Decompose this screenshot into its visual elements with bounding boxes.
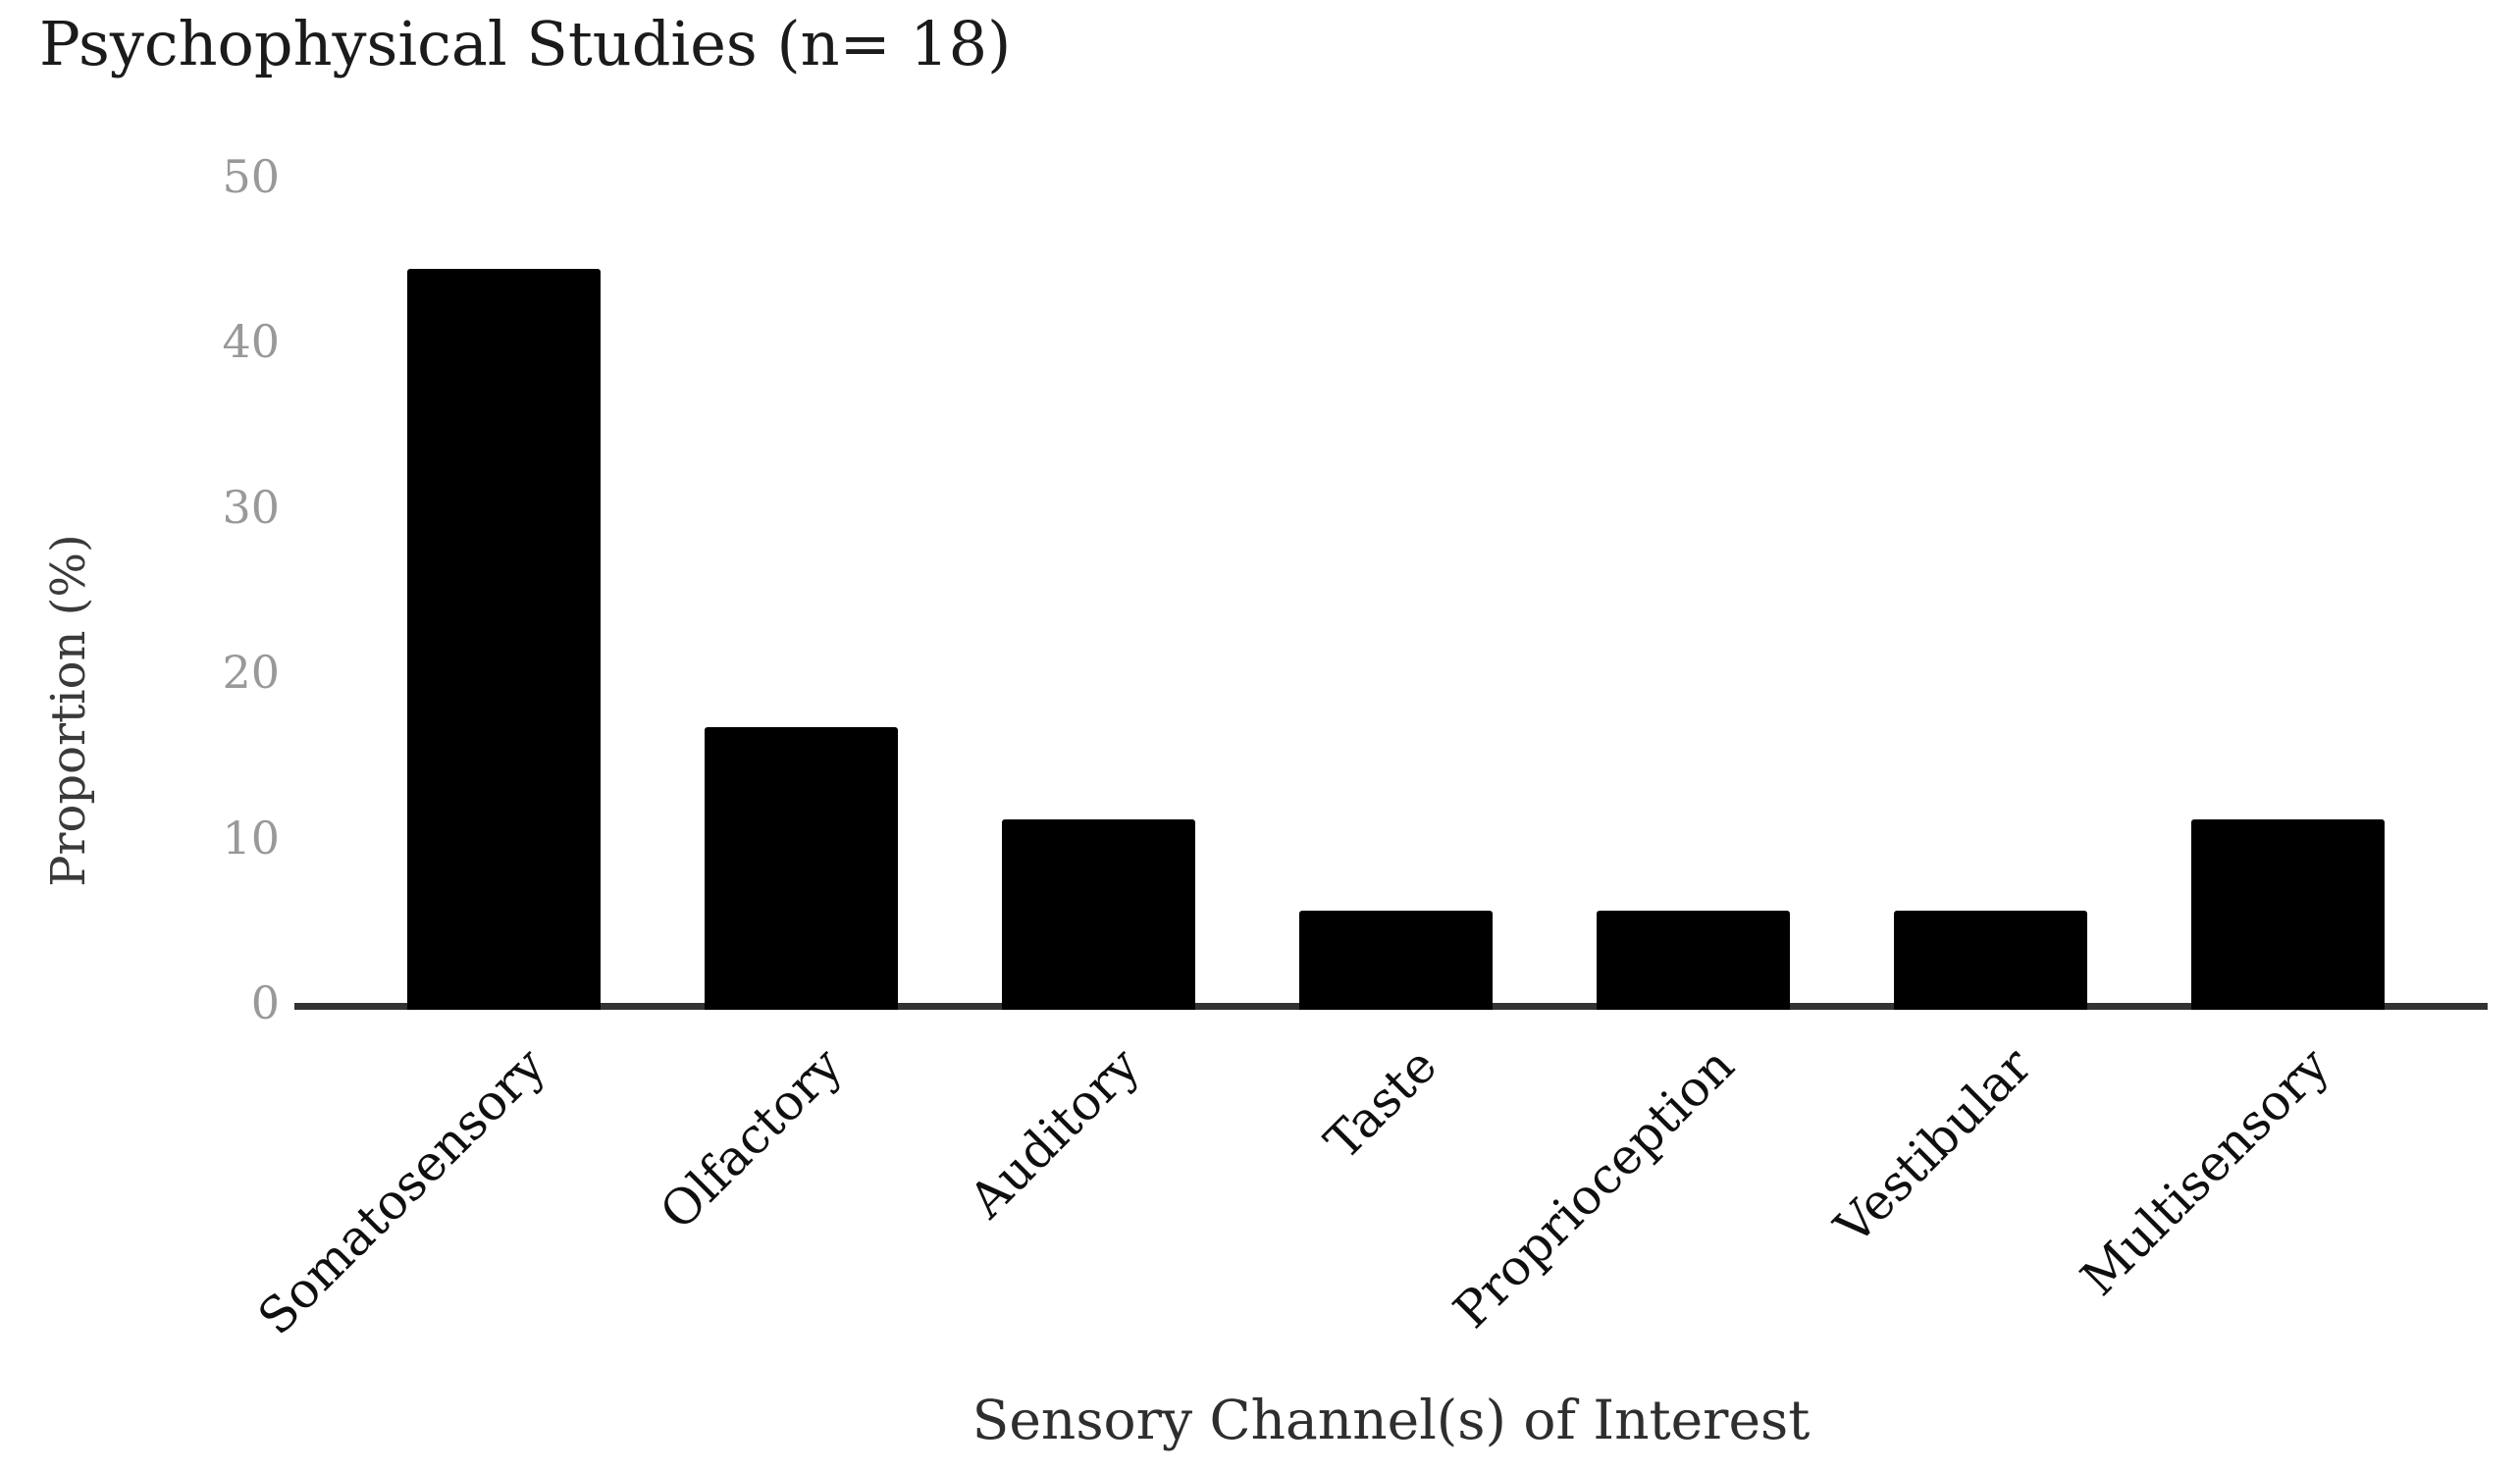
x-tick-label: Somatosensory (246, 1036, 556, 1346)
x-tick-label: Multisensory (2070, 1036, 2340, 1307)
bar-multisensory (2190, 819, 2385, 1010)
y-tick-label: 10 (222, 811, 280, 865)
y-tick-label: 0 (250, 976, 280, 1029)
x-tick-label: Proprioception (1443, 1036, 1746, 1340)
y-tick-label: 30 (222, 480, 280, 534)
y-tick-label: 50 (222, 150, 280, 203)
x-axis-title: Sensory Channel(s) of Interest (971, 1389, 1811, 1451)
bar-taste (1298, 911, 1493, 1010)
y-tick-label: 40 (222, 315, 280, 369)
x-tick-label: Taste (1314, 1036, 1448, 1171)
y-tick-label: 20 (222, 646, 280, 700)
bar-auditory (1001, 819, 1195, 1010)
bar-somatosensory (406, 269, 601, 1010)
bar-olfactory (704, 727, 898, 1010)
x-tick-label: Auditory (958, 1036, 1151, 1230)
x-tick-label: Vestibular (1824, 1036, 2043, 1256)
bar-vestibular (1893, 911, 2087, 1010)
chart-title: Psychophysical Studies (n= 18) (39, 8, 1012, 79)
x-tick-label: Olfactory (649, 1036, 854, 1241)
bar-proprioception (1596, 911, 1790, 1010)
